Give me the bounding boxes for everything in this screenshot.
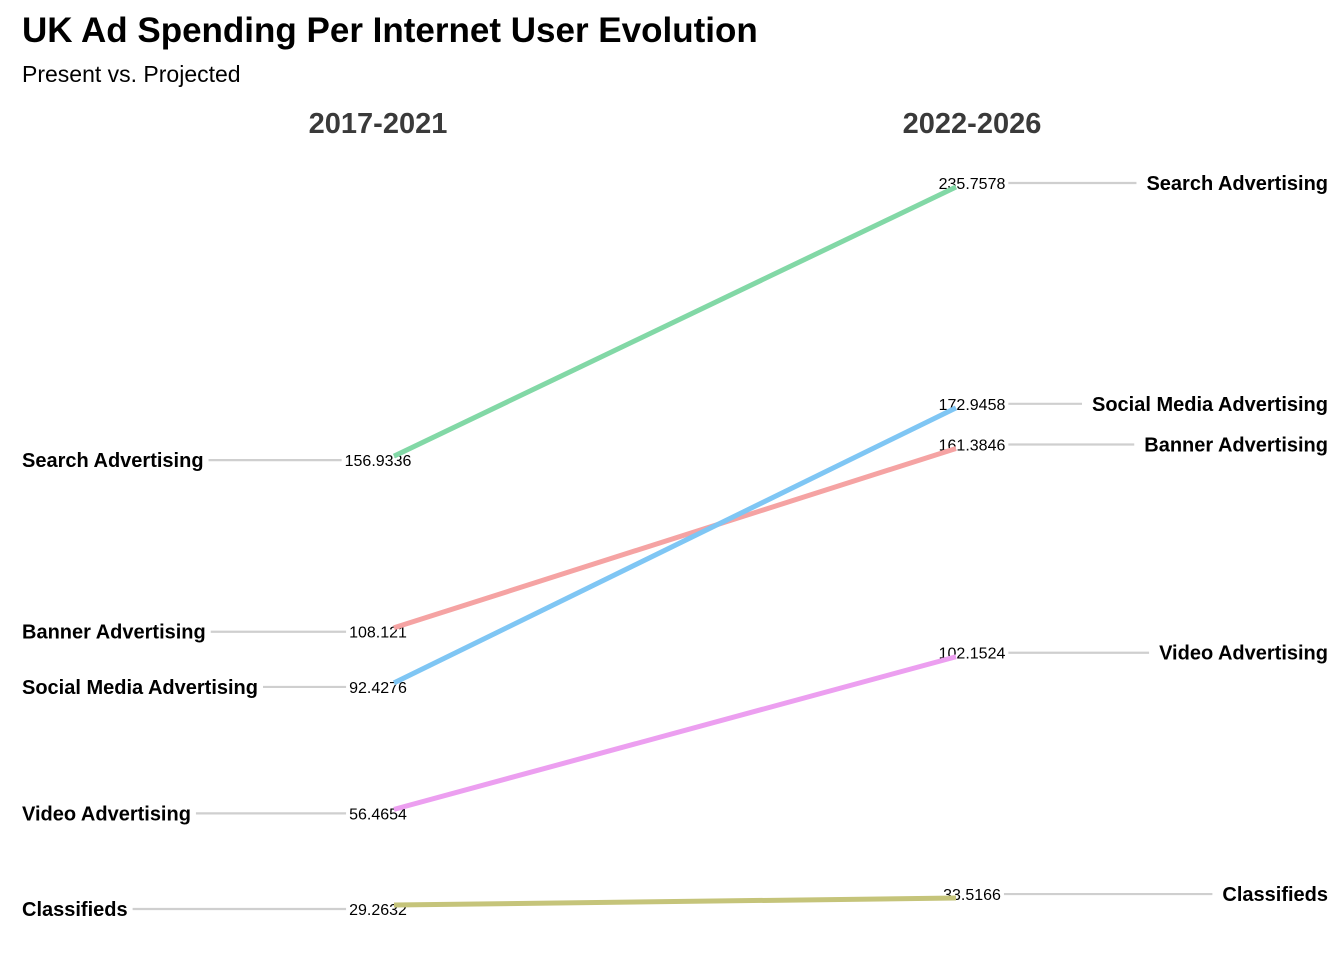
- value-label-left-classifieds: 29.2632: [349, 902, 407, 919]
- category-label-left-video-advertising: Video Advertising: [22, 803, 191, 825]
- column-header-left: 2017-2021: [309, 108, 448, 140]
- value-label-left-social-media-advertising: 92.4276: [349, 680, 407, 697]
- column-header-right: 2022-2026: [903, 108, 1042, 140]
- category-label-left-social-media-advertising: Social Media Advertising: [22, 677, 258, 699]
- value-label-left-search-advertising: 156.9336: [345, 453, 412, 470]
- value-label-left-banner-advertising: 108.121: [349, 625, 407, 642]
- category-label-left-banner-advertising: Banner Advertising: [22, 622, 206, 644]
- value-label-left-video-advertising: 56.4654: [349, 806, 407, 823]
- chart-subtitle: Present vs. Projected: [22, 61, 241, 87]
- slope-line-banner-advertising: [393, 446, 957, 631]
- chart-title: UK Ad Spending Per Internet User Evoluti…: [22, 11, 758, 50]
- category-label-right-banner-advertising: Banner Advertising: [1144, 434, 1328, 456]
- category-label-right-search-advertising: Search Advertising: [1146, 173, 1328, 195]
- slope-line-search-advertising: [392, 184, 958, 459]
- slope-line-video-advertising: [393, 654, 957, 812]
- category-label-left-classifieds: Classifieds: [22, 899, 128, 921]
- chart-marks: Search Advertising Search Advertising 156.…: [22, 173, 1328, 921]
- value-label-right-classifieds: 33.5166: [943, 887, 1001, 904]
- slope-line-classifieds: [393, 895, 957, 908]
- category-label-right-classifieds: Classifieds: [1222, 884, 1328, 906]
- category-label-left-search-advertising: Search Advertising: [22, 450, 204, 472]
- category-label-right-video-advertising: Video Advertising: [1159, 643, 1328, 665]
- category-label-right-social-media-advertising: Social Media Advertising: [1092, 394, 1328, 416]
- slope-line-social-media-advertising: [392, 405, 958, 686]
